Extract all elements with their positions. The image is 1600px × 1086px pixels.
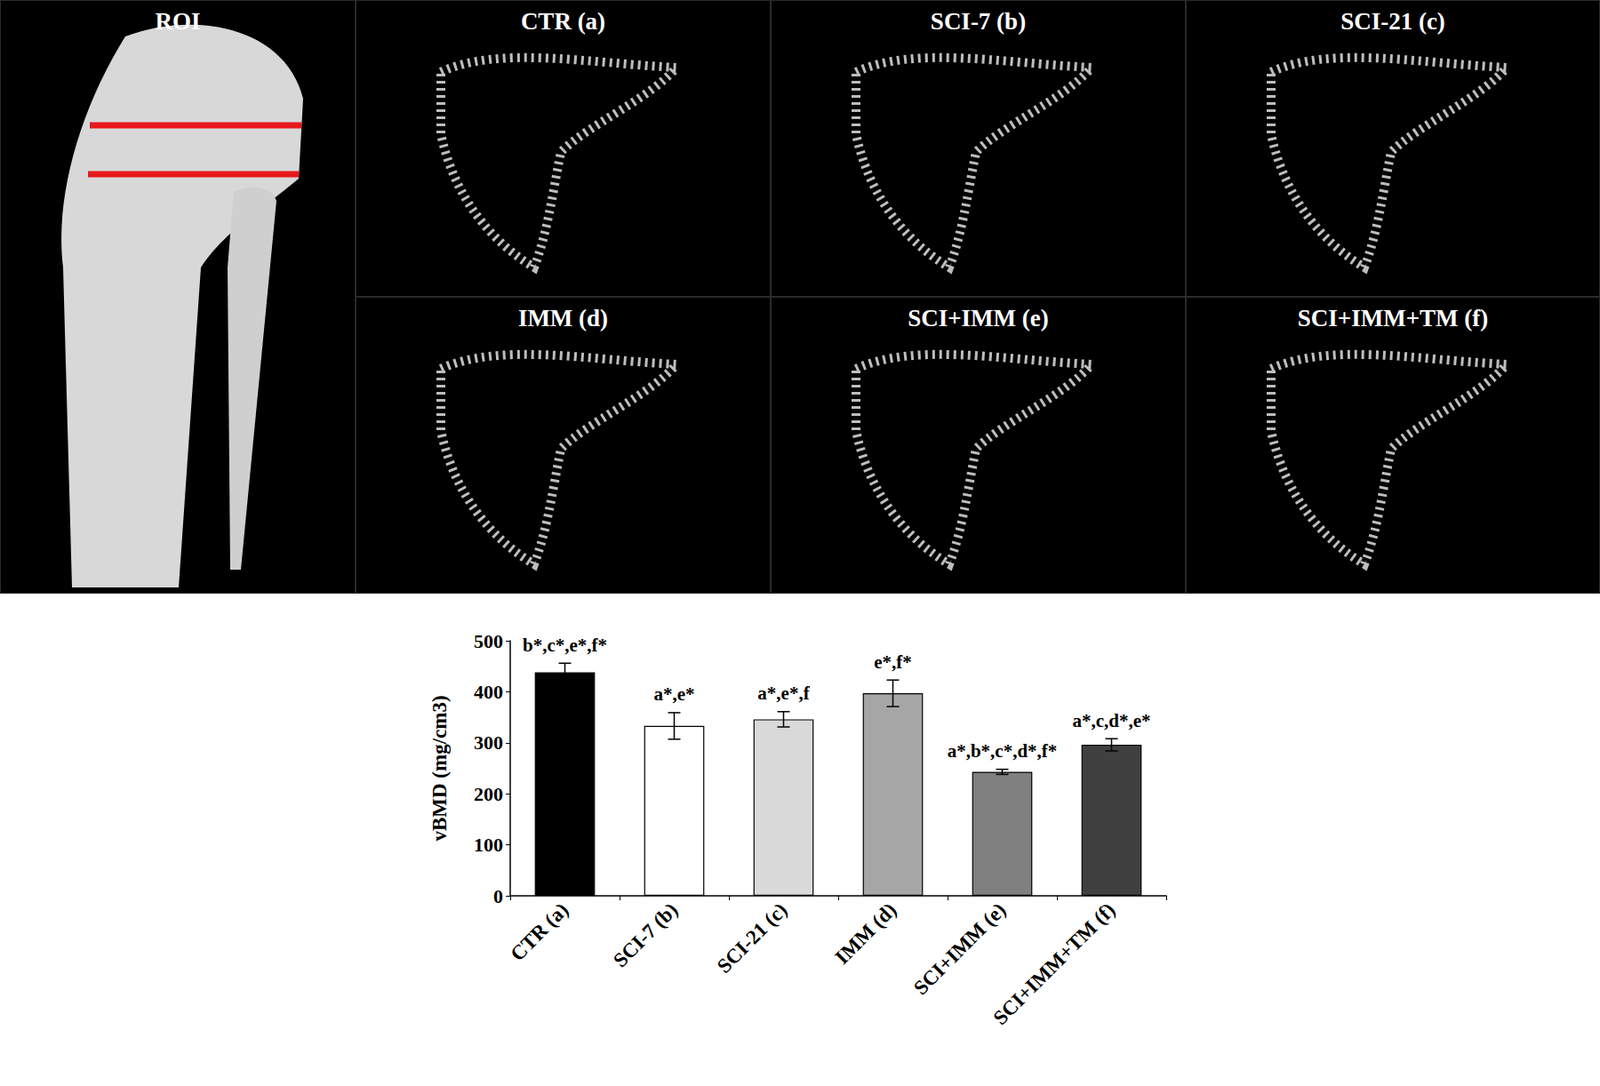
svg-text:CTR (a): CTR (a)	[505, 898, 573, 966]
svg-text:400: 400	[473, 680, 504, 704]
svg-text:500: 500	[473, 630, 504, 653]
svg-text:100: 100	[473, 833, 504, 856]
svg-text:0: 0	[493, 885, 504, 908]
html-text:SCI-21 (c): SCI-21 (c)	[1340, 8, 1446, 35]
svg-text:300: 300	[473, 731, 504, 754]
svg-text:a*,b*,c*,d*,f*: a*,b*,c*,d*,f*	[947, 740, 1058, 762]
svg-text:vBMD (mg/cm3): vBMD (mg/cm3)	[428, 695, 451, 841]
svg-text:e*,f*: e*,f*	[873, 651, 912, 673]
html-text:SCI-7 (b): SCI-7 (b)	[930, 8, 1026, 35]
svg-text:b*,c*,e*,f*: b*,c*,e*,f*	[522, 634, 608, 656]
svg-text:IMM (d): IMM (d)	[831, 898, 902, 969]
svg-text:SCI+IMM+TM (f): SCI+IMM+TM (f)	[989, 898, 1120, 1030]
svg-text:200: 200	[473, 783, 504, 806]
svg-text:a*,e*,f: a*,e*,f	[757, 682, 810, 704]
html-text:ROI: ROI	[155, 8, 201, 35]
svg-text:SCI+IMM (e): SCI+IMM (e)	[909, 898, 1010, 1000]
svg-text:SCI-21 (c): SCI-21 (c)	[712, 898, 792, 978]
svg-text:a*,c,d*,e*: a*,c,d*,e*	[1072, 710, 1151, 732]
svg-text:SCI-7 (b): SCI-7 (b)	[608, 898, 682, 972]
html-text:IMM (d): IMM (d)	[518, 304, 609, 332]
html-text:SCI+IMM (e): SCI+IMM (e)	[907, 304, 1049, 332]
html-text:CTR (a): CTR (a)	[520, 8, 606, 35]
html-text:SCI+IMM+TM (f): SCI+IMM+TM (f)	[1297, 304, 1489, 332]
svg-text:a*,e*: a*,e*	[653, 683, 695, 705]
